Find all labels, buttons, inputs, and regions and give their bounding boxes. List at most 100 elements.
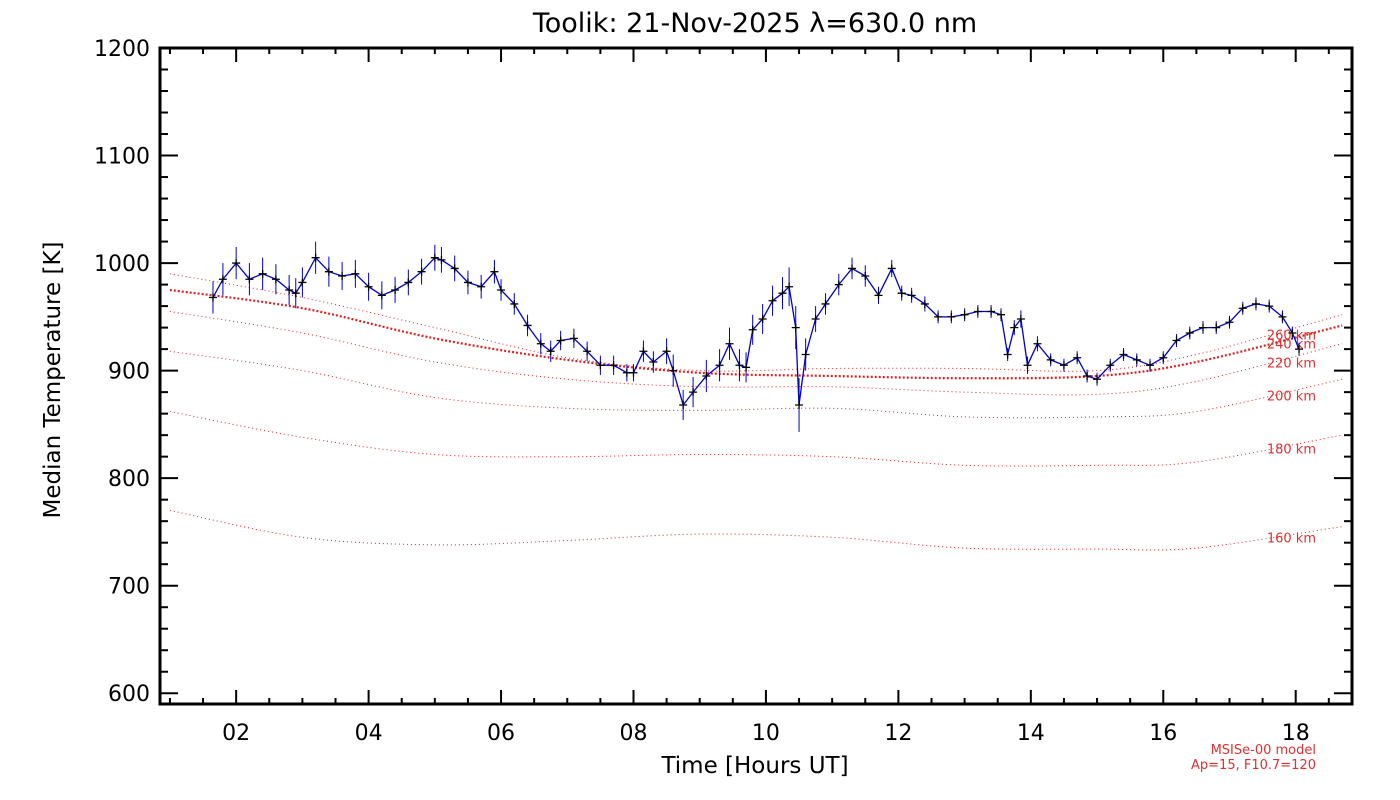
- data-point: [1003, 350, 1012, 359]
- data-point: [1295, 345, 1304, 354]
- data-point: [377, 291, 386, 300]
- data-point: [364, 282, 373, 291]
- data-point: [702, 372, 711, 380]
- data-point: [556, 336, 565, 345]
- data-point: [887, 264, 896, 273]
- data-point: [232, 259, 241, 268]
- data-point: [679, 401, 688, 410]
- model-curve-160-km: [169, 509, 1343, 551]
- data-point: [768, 296, 777, 305]
- data-point: [735, 361, 744, 370]
- data-point: [861, 271, 870, 280]
- data-point: [291, 289, 300, 298]
- data-point: [609, 361, 618, 370]
- data-point: [1146, 361, 1155, 370]
- data-point: [907, 291, 916, 300]
- model-label-260-km: 260 km: [1267, 329, 1316, 344]
- data-point: [997, 310, 1006, 319]
- data-point: [437, 255, 446, 264]
- x-axis-label: Time [Hours UT]: [660, 753, 848, 779]
- data-point: [510, 299, 519, 308]
- data-point: [1083, 372, 1092, 380]
- data-point: [987, 307, 996, 316]
- data-point: [1033, 339, 1042, 348]
- data-point: [596, 361, 605, 370]
- data-point: [791, 323, 800, 332]
- data-point: [1278, 312, 1287, 321]
- model-label-160-km: 160 km: [1267, 531, 1316, 546]
- x-tick-label: 10: [752, 721, 780, 746]
- data-point: [960, 310, 969, 319]
- data-point: [536, 339, 545, 348]
- data-point: [477, 282, 486, 291]
- model-note-line1: MSISe-00 model: [1211, 743, 1316, 758]
- data-point: [338, 271, 347, 280]
- data-point: [1106, 361, 1115, 370]
- data-point: [1288, 328, 1297, 337]
- data-point: [758, 315, 767, 324]
- data-point: [848, 264, 857, 273]
- y-axis-label: Median Temperature [K]: [40, 242, 66, 519]
- data-point: [874, 291, 883, 300]
- data-point: [1046, 355, 1055, 364]
- data-point: [1265, 302, 1274, 311]
- model-curve-200-km: [169, 350, 1343, 419]
- data-point: [324, 267, 333, 276]
- data-point: [795, 401, 804, 410]
- data-point: [1132, 355, 1141, 364]
- data-point: [569, 334, 578, 343]
- data-point: [258, 269, 267, 278]
- y-tick-label: 1200: [94, 37, 150, 62]
- data-point: [298, 278, 307, 287]
- model-label-240-km: 240 km: [1267, 338, 1316, 353]
- data-point: [1010, 323, 1019, 332]
- data-point: [669, 366, 678, 375]
- y-tick-label: 600: [108, 682, 150, 707]
- x-tick-label: 14: [1017, 721, 1045, 746]
- data-point: [463, 278, 472, 287]
- data-point: [583, 347, 592, 356]
- data-point: [662, 347, 671, 356]
- data-point: [689, 388, 698, 397]
- data-point: [715, 361, 724, 370]
- data-point: [920, 299, 929, 308]
- data-point: [785, 282, 794, 291]
- data-point: [834, 280, 843, 289]
- data-point: [1199, 323, 1207, 332]
- data-point: [1225, 318, 1234, 327]
- data-point: [1172, 336, 1181, 345]
- data-point: [1251, 299, 1260, 308]
- data-point: [742, 363, 751, 372]
- data-point: [778, 289, 787, 298]
- model-curve-240-km: [169, 288, 1343, 380]
- y-tick-label: 900: [108, 360, 150, 385]
- x-tick-label: 16: [1149, 721, 1177, 746]
- y-tick-label: 1100: [94, 145, 150, 170]
- data-point: [1016, 315, 1025, 324]
- temperature-line: [212, 256, 1300, 407]
- data-point: [430, 253, 439, 262]
- data-point: [934, 312, 943, 321]
- data-point: [271, 275, 280, 284]
- data-point: [490, 267, 499, 276]
- y-tick-label: 700: [108, 575, 150, 600]
- data-point: [639, 347, 648, 356]
- x-tick-label: 02: [222, 721, 250, 746]
- data-point: [404, 278, 413, 287]
- data-point: [725, 339, 734, 348]
- data-point: [629, 368, 638, 377]
- data-point: [285, 285, 294, 294]
- data-point: [1212, 323, 1221, 332]
- plot-frame: [158, 46, 1354, 706]
- data-point: [417, 267, 426, 276]
- model-curve-260-km: [169, 273, 1343, 372]
- x-tick-label: 12: [884, 721, 912, 746]
- data-point: [1119, 350, 1128, 359]
- data-point: [497, 285, 506, 294]
- chart-title: Toolik: 21-Nov-2025 λ=630.0 nm: [532, 8, 977, 39]
- y-tick-label: 1000: [94, 252, 150, 277]
- data-point: [897, 289, 906, 298]
- data-point: [821, 299, 830, 308]
- data-point: [351, 269, 360, 278]
